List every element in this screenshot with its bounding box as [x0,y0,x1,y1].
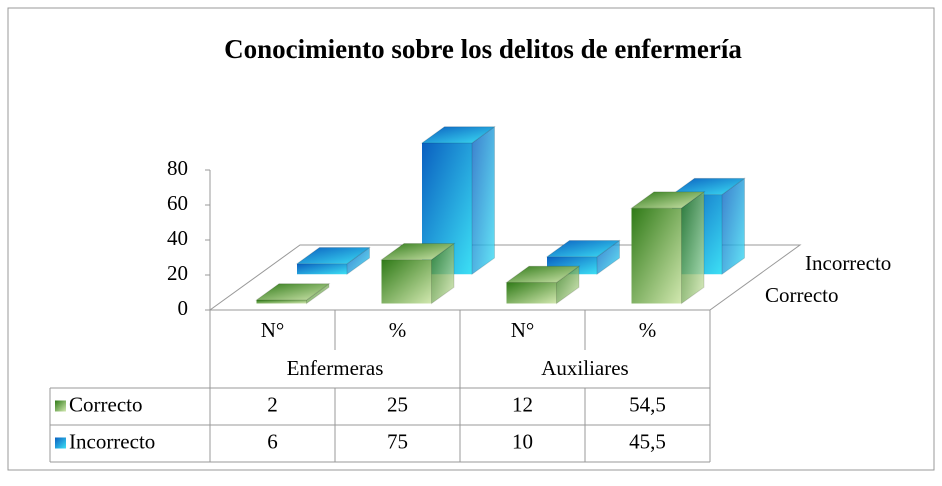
table-value: 75 [387,429,408,453]
group-label: Auxiliares [541,356,628,380]
table-value: 45,5 [629,429,666,453]
bar-top [629,191,706,209]
bar-top [545,240,622,258]
bar [545,239,622,276]
legend-label: Incorrecto [69,429,155,453]
bar-top [379,243,456,261]
bar-top [295,247,372,265]
bar [504,265,581,305]
x-tick-label: % [639,318,657,342]
bar [254,282,331,305]
bar-side [471,125,495,276]
y-tick-label: 80 [167,156,188,180]
bar [379,242,456,305]
y-tick-label: 0 [178,296,189,320]
plot [254,125,747,305]
x-tick-label: % [389,318,407,342]
chart-title: Conocimiento sobre los delitos de enferm… [224,34,742,64]
table-value: 2 [267,392,278,416]
bar-front [297,263,347,275]
bar-front [422,143,472,275]
y-tick-label: 20 [167,261,188,285]
bar [420,125,497,276]
bar-top [420,126,497,144]
bar-front [506,282,557,304]
table-value: 6 [267,429,278,453]
bar [629,190,706,305]
y-tick-label: 40 [167,226,188,250]
x-tick-label: N° [511,318,535,342]
bar-front [256,300,307,304]
table-value: 12 [512,392,533,416]
bar-front [381,259,432,304]
group-label: Enfermeras [287,356,384,380]
x-tick-label: N° [261,318,285,342]
bar [295,246,372,276]
legend-label: Correcto [765,283,838,307]
legend-label: Incorrecto [805,251,891,275]
bar-side [681,190,705,305]
bar-front [631,208,682,304]
table-value: 54,5 [629,392,666,416]
legend-key [55,437,66,449]
legend-label: Correcto [69,392,142,416]
y-tick-label: 60 [167,191,188,215]
bar-top [254,283,331,301]
table-value: 25 [387,392,408,416]
bar-top [670,177,747,196]
table-value: 10 [512,429,533,453]
bar-top [504,265,581,283]
legend-key [55,400,66,412]
